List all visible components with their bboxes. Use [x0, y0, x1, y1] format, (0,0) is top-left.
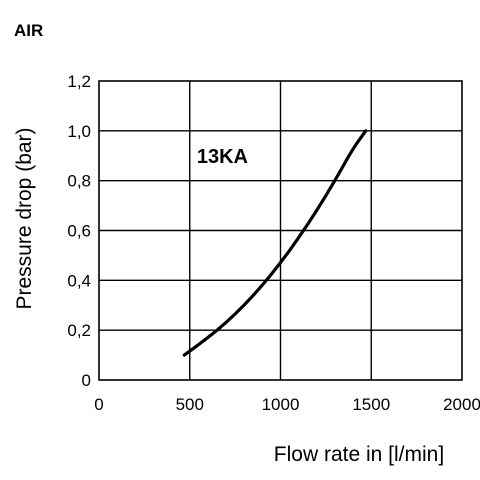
curve-label: 13KA [197, 146, 248, 168]
y-axis-title: Pressure drop (bar) [13, 127, 36, 309]
y-tick-label: 1,0 [67, 122, 91, 141]
x-tick-label: 500 [176, 395, 204, 414]
x-tick-label: 1500 [352, 395, 390, 414]
y-tick-labels: 0 0,2 0,4 0,6 0,8 1,0 1,2 [67, 72, 91, 390]
plot-frame [98, 80, 463, 381]
x-tick-labels: 0 500 1000 1500 2000 [94, 395, 480, 414]
y-tick-label: 0,4 [67, 271, 91, 290]
grid-lines [99, 81, 462, 380]
y-tick-label: 0 [82, 371, 91, 390]
y-tick-label: 1,2 [67, 72, 91, 91]
y-tick-label: 0,6 [67, 222, 91, 241]
x-tick-label: 0 [94, 395, 103, 414]
y-tick-label: 0,8 [67, 172, 91, 191]
x-tick-label: 2000 [443, 395, 480, 414]
series-line-13ka [182, 129, 368, 357]
y-tick-label: 0,2 [67, 321, 91, 340]
page-title: AIR [14, 21, 44, 40]
series-layer [182, 129, 368, 357]
annotation-layer: 13KA [197, 146, 248, 168]
x-tick-label: 1000 [262, 395, 300, 414]
x-axis-title: Flow rate in [l/min] [274, 443, 444, 466]
